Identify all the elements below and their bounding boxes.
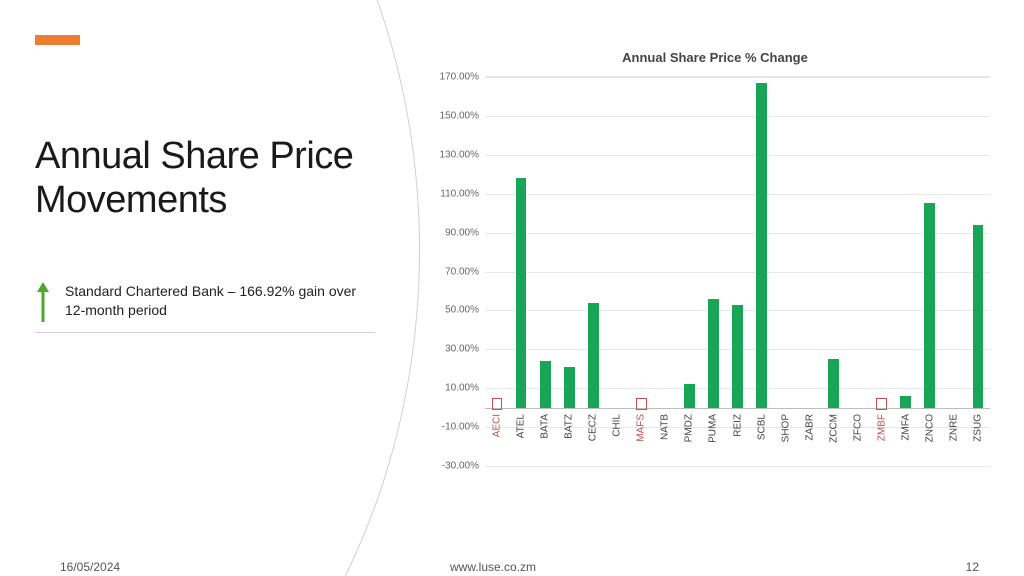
bar-zccm [828,359,839,408]
category-label: PMDZ [684,414,695,442]
gridline [485,233,990,234]
y-axis-label: 30.00% [445,344,479,355]
category-label: SHOP [780,414,791,442]
bar-atel [516,178,527,408]
bar-pmdz [684,384,695,407]
bar-bata [540,361,551,408]
gridline [485,155,990,156]
category-label: CHIL [612,414,623,437]
bar-znco [924,203,935,407]
annual-change-chart: Annual Share Price % Change -30.00% -10.0… [430,50,1000,530]
category-label: ZNRE [948,414,959,441]
callout-text: Standard Chartered Bank – 166.92% gain o… [65,282,370,320]
page-title: Annual Share Price Movements [35,135,365,222]
category-label: SCBL [756,414,767,440]
category-label: ZCCM [828,414,839,443]
category-label: AECI [492,414,503,437]
category-label: MAFS [636,414,647,442]
baseline [485,408,990,409]
bar-reiz [732,305,743,408]
bar-cecz [588,303,599,408]
category-label: ZMBF [876,414,887,441]
category-label: ZFCO [852,414,863,441]
y-axis-label: -30.00% [442,461,479,472]
gridline [485,194,990,195]
footer-date: 16/05/2024 [60,560,120,574]
bar-puma [708,299,719,408]
y-axis-label: 10.00% [445,383,479,394]
y-axis-label: 110.00% [440,188,479,199]
category-label: ZMFA [900,414,911,441]
bar-aeci [492,398,503,410]
y-axis-label: 130.00% [440,149,479,160]
category-label: CECZ [588,414,599,441]
bar-zsug [973,225,984,408]
gridline [485,116,990,117]
bar-mafs [636,398,647,410]
category-label: ZABR [804,414,815,441]
y-axis-label: -10.00% [442,422,479,433]
gridline [485,272,990,273]
category-label: PUMA [708,414,719,443]
y-axis-label: 170.00% [440,72,479,83]
accent-bar [35,35,80,45]
bar-scbl [756,83,767,408]
bar-zmfa [900,396,911,408]
y-axis-label: 150.00% [440,110,479,121]
category-label: BATZ [564,414,575,439]
bar-batz [564,367,575,408]
footer-url: www.luse.co.zm [450,560,536,574]
category-label: BATA [540,414,551,439]
up-arrow-icon [35,282,55,324]
y-axis-label: 70.00% [445,266,479,277]
footer-page-number: 12 [966,560,979,574]
y-axis-label: 50.00% [445,305,479,316]
callout: Standard Chartered Bank – 166.92% gain o… [35,282,370,324]
gridline [485,77,990,78]
category-label: ZNCO [924,414,935,442]
category-label: REIZ [732,414,743,437]
gridline [485,466,990,467]
y-axis-label: 90.00% [445,227,479,238]
category-label: ATEL [516,414,527,438]
divider [35,332,375,333]
chart-title: Annual Share Price % Change [430,50,1000,65]
category-label: ZSUG [972,414,983,442]
bar-zmbf [876,398,887,410]
category-label: NATB [660,414,671,440]
